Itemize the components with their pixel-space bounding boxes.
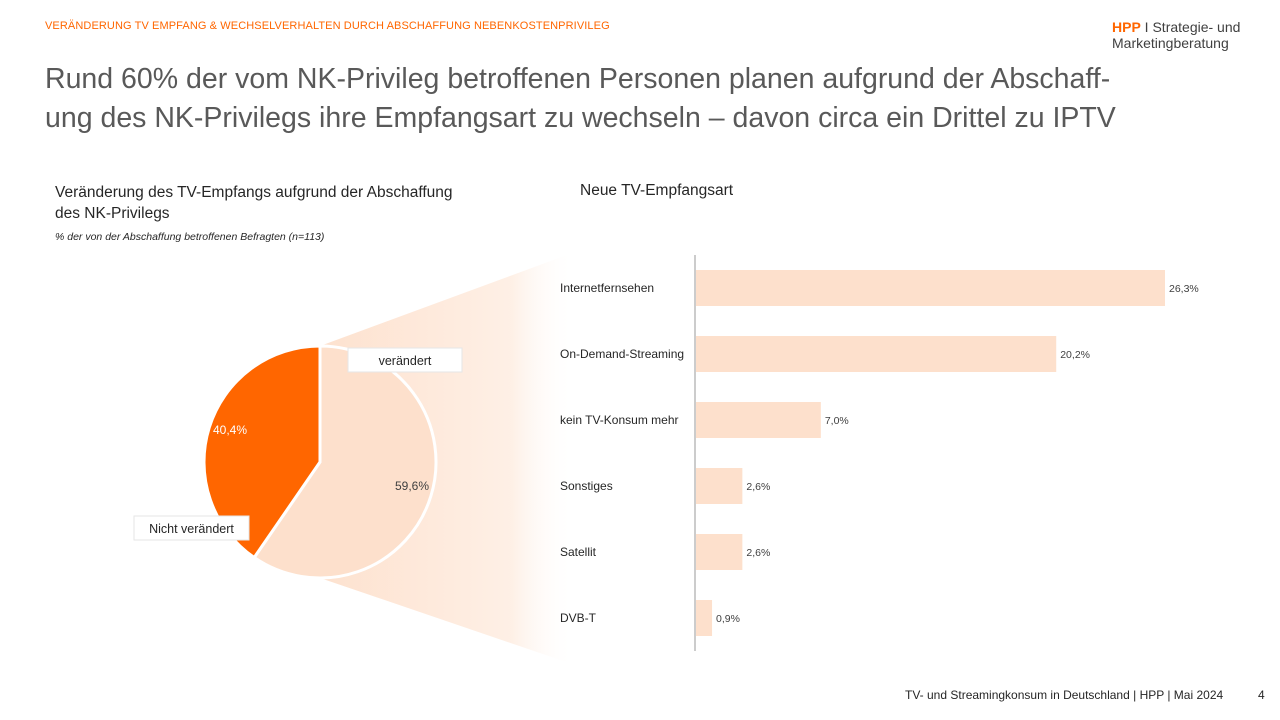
pie-category-label-box: [133, 515, 250, 541]
bar-dvb-t: [696, 600, 713, 636]
brand-hpp: HPP: [1112, 19, 1141, 35]
bar-value-label: 2,6%: [746, 481, 770, 493]
bar-value-label: 26,3%: [1169, 283, 1199, 295]
page-title-line1: Rund 60% der vom NK-Privileg betroffenen…: [45, 63, 1111, 95]
bar-kein-tv-konsum-mehr: [696, 402, 821, 438]
brand-logo: HPP I Strategie- und Marketingberatung: [1112, 19, 1240, 51]
pie-chart-title-line2: des NK-Privilegs: [55, 205, 170, 222]
bar-category-label: Sonstiges: [560, 479, 613, 493]
page-title-line2: ung des NK-Privilegs ihre Empfangsart zu…: [45, 102, 1116, 134]
page-title: Rund 60% der vom NK-Privileg betroffenen…: [45, 60, 1245, 138]
bar-category-label: kein TV-Konsum mehr: [560, 413, 679, 427]
bar-chart-title: Neue TV-Empfangsart: [580, 182, 734, 199]
bar-category-label: Internetfernsehen: [560, 281, 654, 295]
pie-chart-subtitle: % der von der Abschaffung betroffenen Be…: [55, 231, 325, 243]
pie-chart-title-line1: Veränderung des TV-Empfangs aufgrund der…: [55, 184, 453, 201]
bar-category-label: On-Demand-Streaming: [560, 347, 684, 361]
brand-line2: Marketingberatung: [1112, 35, 1229, 51]
bar-value-label: 0,9%: [716, 613, 740, 625]
bar-sonstiges: [696, 468, 743, 504]
pie-category-label-box: [347, 347, 463, 373]
pie-category-label: Nicht verändert: [149, 522, 234, 536]
pie-value-label: 59,6%: [395, 479, 429, 493]
pie-chart-title: Veränderung des TV-Empfangs aufgrund der…: [55, 182, 515, 224]
brand-line1: I Strategie- und: [1140, 19, 1241, 35]
bar-value-label: 7,0%: [825, 415, 849, 427]
pie-category-label: verändert: [379, 354, 432, 368]
pie-value-label: 40,4%: [213, 423, 247, 437]
bar-satellit: [696, 534, 743, 570]
bar-category-label: DVB-T: [560, 611, 597, 625]
section-kicker: VERÄNDERUNG TV EMPFANG & WECHSELVERHALTE…: [45, 20, 610, 32]
bar-category-label: Satellit: [560, 545, 597, 559]
bar-on-demand-streaming: [696, 336, 1057, 372]
footer-text: TV- und Streamingkonsum in Deutschland |…: [905, 688, 1224, 702]
bar-value-label: 2,6%: [746, 547, 770, 559]
page-number: 4: [1258, 688, 1265, 702]
bar-internetfernsehen: [696, 270, 1165, 306]
bar-value-label: 20,2%: [1060, 349, 1090, 361]
